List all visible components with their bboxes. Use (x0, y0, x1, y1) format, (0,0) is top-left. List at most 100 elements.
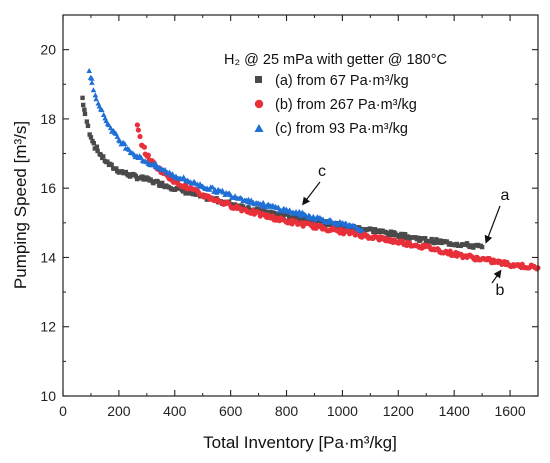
x-tick-label: 400 (163, 403, 187, 419)
legend-entry-b: (b) from 267 Pa·m³/kg (275, 97, 417, 113)
annotation-label-c: c (318, 163, 326, 180)
data-point (92, 92, 99, 98)
legend-marker-b (254, 99, 264, 109)
legend-entry-a: (a) from 67 Pa·m³/kg (275, 73, 409, 89)
data-point (388, 229, 394, 234)
data-point (107, 125, 114, 131)
legend-marker-c (254, 124, 264, 132)
x-tick-label: 1000 (327, 403, 358, 419)
data-point (89, 75, 95, 81)
legend-marker-a (255, 76, 262, 83)
data-point (369, 226, 374, 232)
annotation-arrow-b (491, 269, 502, 284)
data-point (135, 127, 141, 133)
data-point (101, 154, 106, 159)
data-point (397, 235, 402, 240)
data-point (304, 217, 310, 223)
data-point (137, 133, 143, 140)
x-tick-label: 1400 (439, 403, 470, 419)
x-tick-label: 200 (107, 403, 131, 419)
data-point (162, 166, 168, 172)
data-point (82, 107, 87, 112)
data-point (479, 244, 485, 250)
data-point (91, 141, 96, 146)
data-point (93, 96, 99, 102)
data-point (401, 235, 406, 240)
data-point (141, 144, 148, 150)
x-tick-label: 1200 (383, 403, 414, 419)
data-point (429, 236, 434, 242)
data-point (95, 100, 102, 106)
data-point (181, 187, 187, 192)
annotation-arrow-c (302, 181, 321, 206)
data-point (80, 95, 85, 101)
data-point (359, 226, 365, 232)
data-point (133, 173, 139, 179)
data-point (99, 107, 105, 113)
data-point (134, 122, 140, 128)
data-point (189, 189, 194, 194)
legend: H₂ @ 25 mPa with getter @ 180°C (a) from… (224, 52, 447, 137)
series-c (86, 68, 365, 234)
data-point (88, 135, 94, 140)
data-point (155, 179, 160, 184)
data-point (262, 207, 267, 213)
data-point (158, 183, 163, 189)
data-point (140, 174, 145, 179)
y-axis-label: Pumping Speed [m³/s] (11, 121, 30, 289)
data-point (114, 166, 119, 171)
data-point (256, 206, 261, 212)
data-point (387, 232, 393, 237)
data-point (121, 140, 128, 146)
data-point (302, 216, 307, 221)
series-layer (80, 68, 541, 272)
x-tick-label: 1600 (494, 403, 525, 419)
data-point (148, 177, 153, 182)
data-point (438, 238, 443, 243)
data-point (90, 87, 97, 93)
data-point (98, 152, 103, 157)
data-point (246, 205, 251, 210)
plot-frame (62, 14, 539, 397)
data-point (285, 212, 291, 217)
data-point (85, 123, 91, 129)
data-point (240, 204, 246, 209)
data-point (275, 204, 282, 210)
annotation-arrow-a (484, 205, 501, 244)
data-point (402, 231, 408, 237)
series-a (80, 95, 485, 250)
data-point (105, 122, 112, 128)
data-point (87, 132, 92, 137)
axes-layer: 0 200 400 600 800 1000 1200 1400 1600 10 12 14 16 18 2… (40, 15, 538, 419)
y-tick-label: 18 (40, 111, 56, 127)
data-point (434, 237, 439, 242)
data-point (105, 159, 110, 164)
data-point (82, 111, 88, 117)
x-tick-label: 600 (219, 403, 243, 419)
y-tick-label: 14 (40, 249, 56, 265)
data-point (399, 231, 404, 237)
data-point (160, 180, 165, 186)
data-point (423, 236, 428, 241)
data-point (390, 232, 396, 238)
x-tick-label: 0 (59, 403, 67, 419)
data-point (109, 162, 114, 168)
data-point (89, 79, 95, 85)
x-axis-label: Total Inventory [Pa·m³/kg] (203, 433, 397, 452)
y-tick-label: 20 (40, 42, 56, 58)
legend-title: H₂ @ 25 mPa with getter @ 180°C (224, 52, 447, 68)
legend-entry-c: (c) from 93 Pa·m³/kg (275, 121, 408, 137)
annotation-layer: a b c (302, 163, 510, 299)
data-point (428, 239, 433, 244)
annotation-label-a: a (501, 187, 510, 204)
data-point (371, 229, 376, 235)
series-b (134, 122, 541, 272)
data-point (372, 227, 378, 232)
data-point (80, 102, 86, 108)
data-point (432, 239, 437, 245)
data-point (84, 119, 90, 124)
data-point (209, 184, 216, 190)
data-point (94, 144, 100, 149)
x-tick-label: 800 (275, 403, 299, 419)
